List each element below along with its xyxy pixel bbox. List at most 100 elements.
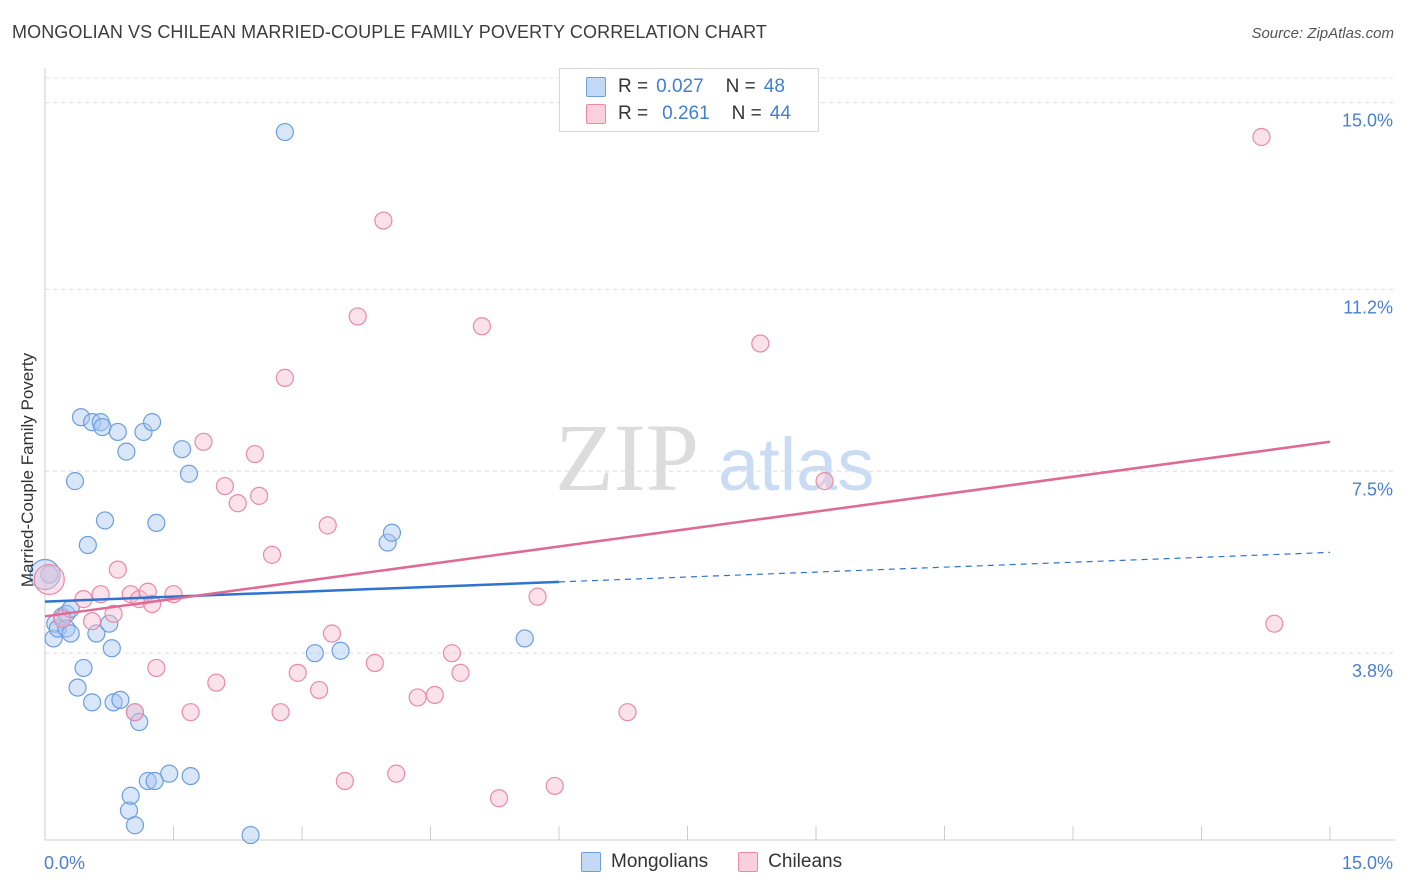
legend-swatch-mongolians [586,77,606,97]
bottom-legend-label-chileans: Chileans [768,851,843,872]
chileans-point [288,663,307,682]
mongolians-point [78,535,97,555]
bottom-legend-mongolians: Mongolians [581,851,708,873]
mongolians-point [181,766,200,786]
mongolians-point [147,513,166,533]
chileans-point [335,771,354,791]
chileans-trend-line [44,440,1331,618]
mongolians-point [95,511,115,530]
legend-row-mongolians: R = 0.027 N = 48 [586,74,785,100]
y-axis-label: Married-Couple Family Poverty [18,352,37,588]
chileans-point [348,307,367,326]
chileans-point [322,624,342,643]
legend-n-label: N = [731,103,762,124]
chileans-point [472,317,491,336]
x-tick-label-min: 0.0% [44,853,85,873]
mongolians-point [111,690,130,709]
mongolians-point [121,786,140,805]
mongolians-point [179,464,199,483]
chileans-point [387,764,406,783]
chileans-point [147,658,166,678]
mongolians-point [44,629,63,648]
mongolians-point [68,678,87,697]
chileans-point [425,685,444,705]
chileans-point [318,516,337,535]
x-tick-label-max: 15.0% [1342,853,1393,873]
legend-r-value: 0.027 [656,76,704,97]
mongolians-point [61,624,80,643]
chileans-point [442,644,462,663]
chileans-point [104,604,123,623]
legend-n-label: N = [725,76,756,97]
source-label: Source: ZipAtlas.com [1251,25,1394,42]
chileans-point [815,472,834,491]
chileans-point [262,545,282,564]
mongolians-point [331,641,350,660]
y-tick-label: 7.5% [1352,479,1393,499]
mongolians-point [172,440,192,459]
mongolians-point [305,644,324,663]
chileans-point [374,211,393,230]
mongolians-point [71,408,91,427]
mongolians-point [241,825,260,845]
chileans-point [528,587,547,606]
bottom-legend-swatch-mongolians [581,852,601,872]
mongolians-point [117,442,136,461]
chileans-point [1252,127,1271,147]
chileans-point [245,444,264,464]
mongolians-point [125,816,145,835]
legend-r-label: R = [618,76,649,97]
legend-row-chileans: R = 0.261 N = 44 [586,101,791,127]
mongolians-point [65,472,85,491]
chileans-point [618,703,637,722]
y-tick-label: 11.2% [1343,297,1393,317]
mongolians-point [378,533,397,552]
mongolians-point [83,693,102,712]
bottom-legend-swatch-chileans [738,852,759,872]
legend: R = 0.027 N = 48 R = 0.261 N = 44 [559,68,819,132]
chileans-point [33,563,65,596]
chileans-point [207,673,226,692]
y-tick-label: 3.8% [1352,661,1393,681]
bottom-legend-chileans: Chileans [738,851,842,873]
watermark-zip: ZIP [555,404,699,511]
chileans-point [545,776,564,796]
bottom-legend-label-mongolians: Mongolians [611,851,709,872]
chart-title: MONGOLIAN VS CHILEAN MARRIED-COUPLE FAMI… [12,22,767,42]
chileans-point [751,334,770,353]
legend-r-value: 0.261 [662,103,710,124]
mongolians-point [130,712,149,732]
chileans-point [275,368,294,387]
mongolians-point [160,764,179,783]
chileans-point [194,432,213,451]
legend-n-value: 44 [769,103,791,124]
chileans-point [489,789,509,808]
mongolians-trend-extension [558,551,1331,583]
mongolians-point [102,639,121,658]
legend-swatch-chileans [586,104,606,124]
mongolians-point [29,558,61,591]
chileans-point [365,653,384,673]
bottom-legend: Mongolians Chileans [581,851,872,873]
mongolians-point [515,629,534,648]
chileans-point [250,486,269,505]
chileans-point [215,476,234,496]
chileans-point [125,703,145,722]
chileans-point [310,680,329,700]
mongolians-trend-line [44,580,560,603]
mongolians-point [275,122,294,142]
mongolians-point [382,523,402,542]
mongolians-point [142,413,162,432]
mongolians-point [145,771,164,791]
chileans-point [451,663,470,682]
watermark-atlas: atlas [718,423,874,506]
mongolians-point [74,658,93,678]
mongolians-point [104,693,123,712]
chileans-point [408,688,427,707]
chileans-point [228,494,247,513]
chileans-point [1265,614,1284,633]
legend-n-value: 48 [763,76,785,97]
chileans-point [108,560,127,579]
chileans-point [271,703,290,722]
